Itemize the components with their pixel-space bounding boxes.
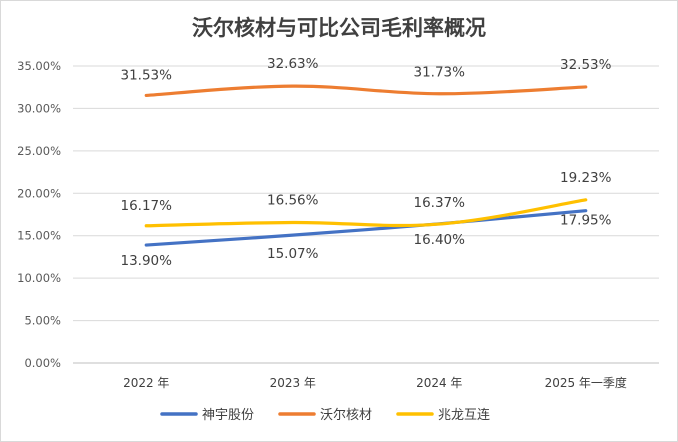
legend: 神宇股份 沃尔核材 兆龙互连: [160, 407, 490, 423]
series-lines: [144, 84, 588, 247]
data-label: 13.90%: [121, 253, 173, 269]
x-tick-label: 2022 年: [123, 376, 169, 390]
data-label: 16.17%: [121, 198, 173, 214]
data-label: 31.53%: [121, 67, 173, 83]
series-line: [144, 209, 588, 247]
data-label: 16.37%: [414, 195, 466, 211]
data-label: 17.95%: [560, 213, 612, 229]
legend-label: 神宇股份: [202, 408, 254, 423]
data-label: 19.23%: [560, 170, 612, 186]
y-tick-label: 0.00%: [24, 356, 61, 370]
legend-label: 兆龙互连: [438, 407, 490, 423]
x-tick-label: 2025 年一季度: [545, 375, 627, 390]
data-label: 32.63%: [267, 56, 319, 72]
series-line: [144, 198, 588, 228]
series-line: [144, 84, 588, 98]
data-label: 16.40%: [414, 232, 466, 248]
y-tick-label: 35.00%: [17, 59, 61, 73]
grid-lines: [73, 65, 659, 364]
y-tick-label: 10.00%: [17, 271, 61, 285]
data-labels: 13.90% 15.07% 16.40% 17.95% 31.53% 32.63% 31.7…: [121, 56, 612, 269]
x-tick-label: 2024 年: [416, 376, 462, 390]
data-label: 15.07%: [267, 246, 319, 262]
data-label: 31.73%: [414, 65, 466, 81]
x-tick-label: 2023 年: [270, 376, 316, 390]
y-tick-label: 30.00%: [17, 101, 61, 115]
y-tick-label: 5.00%: [24, 314, 61, 328]
legend-label: 沃尔核材: [320, 408, 372, 423]
y-tick-label: 15.00%: [17, 229, 61, 243]
data-label: 16.56%: [267, 192, 319, 208]
x-axis: 2022 年 2023 年 2024 年 2025 年一季度: [123, 375, 627, 390]
y-tick-label: 25.00%: [17, 144, 61, 158]
y-axis: 0.00% 5.00% 10.00% 15.00% 20.00% 25.00% 30.00%…: [17, 59, 61, 370]
y-tick-label: 20.00%: [17, 186, 61, 200]
data-label: 32.53%: [560, 57, 612, 73]
chart-title: 沃尔核材与可比公司毛利率概况: [192, 15, 486, 40]
